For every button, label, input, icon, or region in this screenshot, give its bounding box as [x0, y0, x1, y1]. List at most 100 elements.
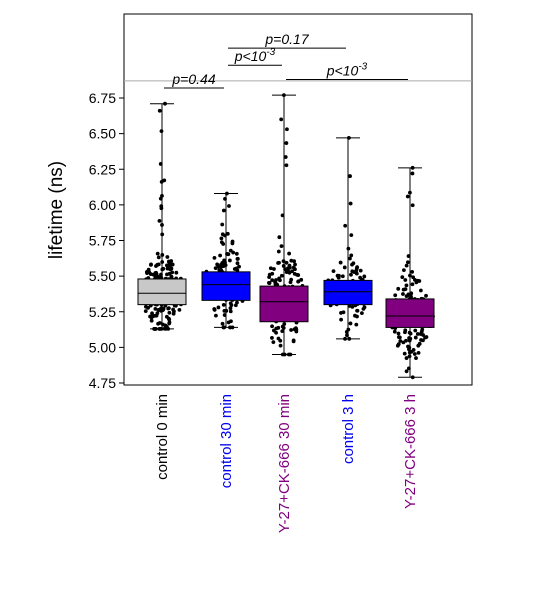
data-point — [153, 271, 158, 275]
data-point — [362, 305, 367, 310]
data-point — [165, 255, 170, 259]
data-point — [285, 127, 289, 132]
data-point — [284, 141, 289, 145]
data-point — [395, 343, 400, 348]
data-point — [355, 308, 360, 313]
data-point — [167, 263, 172, 268]
category-label: Y-27+CK-666 30 min — [276, 394, 293, 533]
y-tick-label: 5.75 — [89, 233, 116, 249]
data-point — [230, 241, 235, 246]
data-point — [166, 306, 171, 311]
data-point — [279, 244, 284, 249]
data-point — [149, 262, 153, 267]
data-point — [404, 263, 409, 268]
significance-label-exponent: -3 — [358, 61, 367, 72]
data-point — [358, 275, 363, 280]
data-point — [214, 313, 218, 318]
data-point — [397, 335, 401, 340]
y-axis-label: lifetime (ns) — [46, 161, 67, 259]
data-point — [229, 319, 233, 324]
data-point — [277, 235, 282, 240]
data-point — [348, 201, 353, 206]
data-point — [273, 280, 278, 285]
category-label: control 3 h — [340, 394, 357, 464]
data-point — [292, 271, 297, 276]
data-point — [159, 204, 164, 209]
data-point — [284, 260, 289, 265]
data-point — [155, 262, 160, 267]
data-point — [143, 309, 148, 314]
data-point — [403, 328, 408, 333]
data-point — [410, 282, 415, 287]
data-point — [404, 369, 409, 374]
data-point — [405, 260, 410, 265]
data-point — [406, 344, 410, 349]
data-point — [289, 328, 294, 332]
data-point — [354, 322, 359, 327]
y-axis-ticks: 4.75 5.00 5.25 5.50 5.75 6.00 6.25 6.50 6.75 — [89, 90, 124, 391]
data-point — [277, 276, 282, 281]
box — [259, 285, 309, 323]
data-point — [167, 321, 172, 326]
data-point — [341, 310, 346, 315]
data-point — [358, 268, 363, 273]
data-point — [222, 308, 227, 313]
data-point — [284, 163, 289, 168]
data-point — [396, 286, 401, 291]
data-point — [279, 117, 284, 122]
data-point — [400, 275, 405, 280]
data-point — [235, 256, 240, 261]
y-tick-label: 5.25 — [89, 304, 116, 320]
data-point — [290, 269, 294, 274]
data-point — [268, 266, 273, 271]
significance-label-base: p<10 — [326, 62, 359, 78]
data-point — [159, 129, 164, 134]
data-point — [404, 356, 409, 360]
data-point — [218, 253, 222, 258]
data-point — [404, 283, 409, 288]
data-point — [410, 171, 415, 176]
significance-label-base: p=0.17 — [264, 31, 309, 47]
data-point — [413, 335, 418, 340]
data-point — [348, 256, 352, 261]
data-point — [412, 352, 417, 356]
data-point — [228, 306, 233, 311]
data-point — [267, 281, 272, 285]
data-point — [220, 321, 225, 326]
data-point — [423, 335, 428, 340]
data-point — [227, 204, 231, 208]
data-point — [228, 301, 233, 306]
data-point — [165, 263, 169, 268]
data-point — [149, 318, 154, 323]
data-point — [392, 329, 397, 334]
data-point — [219, 236, 224, 241]
data-point — [409, 349, 414, 354]
data-point — [153, 306, 158, 311]
data-point — [411, 275, 416, 280]
data-point — [424, 293, 428, 298]
data-point — [355, 265, 360, 270]
significance-label: p=0.17 — [264, 31, 309, 47]
data-point — [221, 303, 226, 307]
data-point — [220, 232, 225, 237]
data-point — [287, 251, 292, 256]
category-label: control 30 min — [218, 394, 235, 488]
data-point — [283, 155, 288, 159]
boxes — [137, 94, 435, 378]
data-point — [350, 262, 354, 267]
data-point — [228, 248, 233, 253]
data-point — [359, 311, 364, 316]
significance-brackets: p=0.44 p<10-3 p=0.17 p<10-3 — [164, 31, 408, 89]
data-point — [410, 270, 415, 274]
data-point — [149, 315, 154, 320]
significance-label: p<10-3 — [326, 61, 368, 78]
data-point — [157, 321, 162, 325]
data-point — [296, 279, 301, 284]
data-point — [233, 303, 238, 308]
data-point — [155, 311, 160, 316]
data-point — [212, 255, 217, 260]
data-point — [220, 222, 225, 227]
data-point — [350, 269, 355, 274]
category-label: control 0 min — [154, 394, 171, 480]
significance-label-base: p=0.44 — [171, 71, 215, 87]
